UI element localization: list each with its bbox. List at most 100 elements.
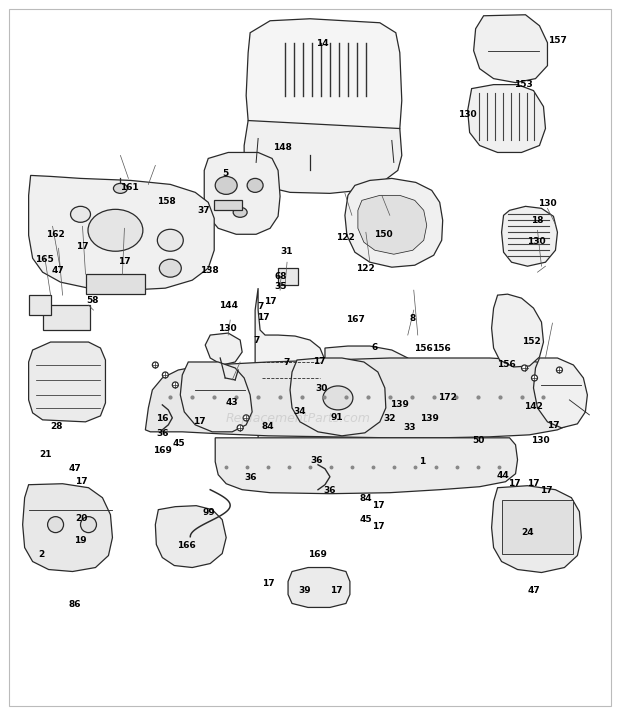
Text: 19: 19 xyxy=(74,536,87,545)
Text: 20: 20 xyxy=(75,514,87,523)
Text: 30: 30 xyxy=(315,385,327,393)
Text: 7: 7 xyxy=(283,358,290,367)
Text: 169: 169 xyxy=(153,446,172,455)
Text: 17: 17 xyxy=(373,522,385,531)
Text: 144: 144 xyxy=(219,301,238,310)
Ellipse shape xyxy=(159,260,181,277)
Polygon shape xyxy=(288,568,350,608)
Text: 21: 21 xyxy=(39,450,51,459)
Text: 17: 17 xyxy=(373,500,385,510)
Text: 47: 47 xyxy=(51,266,64,275)
Polygon shape xyxy=(255,288,325,422)
Text: 158: 158 xyxy=(157,197,176,207)
Text: 17: 17 xyxy=(75,477,87,486)
Polygon shape xyxy=(345,179,443,267)
Text: 139: 139 xyxy=(389,400,409,409)
Text: 122: 122 xyxy=(356,264,375,273)
Polygon shape xyxy=(358,195,427,255)
Ellipse shape xyxy=(356,413,368,423)
Text: 5: 5 xyxy=(222,169,228,178)
Ellipse shape xyxy=(556,367,562,373)
Text: 130: 130 xyxy=(538,199,557,208)
Text: 68: 68 xyxy=(275,272,287,281)
Ellipse shape xyxy=(237,425,243,431)
Text: 86: 86 xyxy=(69,600,81,609)
Polygon shape xyxy=(290,358,386,436)
Text: 39: 39 xyxy=(299,586,311,595)
Text: 161: 161 xyxy=(120,183,139,192)
Text: 43: 43 xyxy=(226,398,238,407)
Text: 17: 17 xyxy=(118,257,131,266)
Ellipse shape xyxy=(113,183,127,193)
Ellipse shape xyxy=(233,207,247,217)
Polygon shape xyxy=(244,121,402,193)
Bar xyxy=(86,274,145,294)
Text: 32: 32 xyxy=(383,415,396,423)
Text: 14: 14 xyxy=(316,39,329,48)
Text: 35: 35 xyxy=(275,282,287,291)
Text: 157: 157 xyxy=(548,36,567,44)
Text: 36: 36 xyxy=(244,473,257,482)
Ellipse shape xyxy=(247,179,263,192)
Ellipse shape xyxy=(215,177,237,194)
Ellipse shape xyxy=(356,387,374,403)
Polygon shape xyxy=(29,175,215,290)
Text: 1: 1 xyxy=(420,457,426,466)
Polygon shape xyxy=(474,15,547,83)
Text: 84: 84 xyxy=(262,422,274,431)
Polygon shape xyxy=(533,358,587,428)
Text: 152: 152 xyxy=(522,337,541,346)
Text: 138: 138 xyxy=(200,266,219,275)
Polygon shape xyxy=(29,342,105,422)
Text: 58: 58 xyxy=(86,296,99,305)
Ellipse shape xyxy=(172,382,179,388)
Text: 169: 169 xyxy=(308,550,327,559)
Text: 45: 45 xyxy=(172,438,185,448)
Text: 165: 165 xyxy=(35,255,53,265)
Text: 16: 16 xyxy=(156,415,169,423)
Text: 167: 167 xyxy=(347,315,365,324)
Polygon shape xyxy=(246,19,402,157)
Text: 17: 17 xyxy=(547,421,559,430)
Text: 18: 18 xyxy=(531,216,544,225)
Ellipse shape xyxy=(153,362,158,368)
Ellipse shape xyxy=(71,207,91,222)
Text: 44: 44 xyxy=(497,471,510,480)
Text: 31: 31 xyxy=(280,247,293,257)
Text: 84: 84 xyxy=(360,493,372,503)
Ellipse shape xyxy=(48,517,64,533)
Ellipse shape xyxy=(243,415,249,421)
Text: 17: 17 xyxy=(264,297,277,306)
Text: 150: 150 xyxy=(374,230,392,240)
Text: 45: 45 xyxy=(360,515,373,524)
Text: 6: 6 xyxy=(371,343,378,352)
Polygon shape xyxy=(180,362,252,432)
Text: 34: 34 xyxy=(294,408,306,416)
Text: 162: 162 xyxy=(46,230,64,240)
Polygon shape xyxy=(156,506,226,568)
Polygon shape xyxy=(145,358,580,438)
Polygon shape xyxy=(205,333,242,365)
Text: 166: 166 xyxy=(177,541,196,551)
Ellipse shape xyxy=(323,386,353,410)
Bar xyxy=(215,200,242,210)
Text: 24: 24 xyxy=(521,528,534,538)
Text: 156: 156 xyxy=(432,345,451,353)
Text: 17: 17 xyxy=(330,586,342,595)
Text: 156: 156 xyxy=(497,360,516,369)
Text: 7: 7 xyxy=(257,302,264,310)
Polygon shape xyxy=(258,400,423,460)
Text: 148: 148 xyxy=(273,142,291,152)
Text: 139: 139 xyxy=(420,415,439,423)
Text: 37: 37 xyxy=(197,206,210,215)
Text: 36: 36 xyxy=(156,429,169,438)
Ellipse shape xyxy=(157,230,184,251)
Text: 130: 130 xyxy=(218,324,236,332)
Text: 7: 7 xyxy=(253,336,259,345)
Text: 50: 50 xyxy=(472,436,484,445)
Polygon shape xyxy=(29,295,51,315)
Ellipse shape xyxy=(88,209,143,251)
Polygon shape xyxy=(502,207,557,266)
Text: 8: 8 xyxy=(410,315,416,323)
Text: 130: 130 xyxy=(531,435,549,445)
